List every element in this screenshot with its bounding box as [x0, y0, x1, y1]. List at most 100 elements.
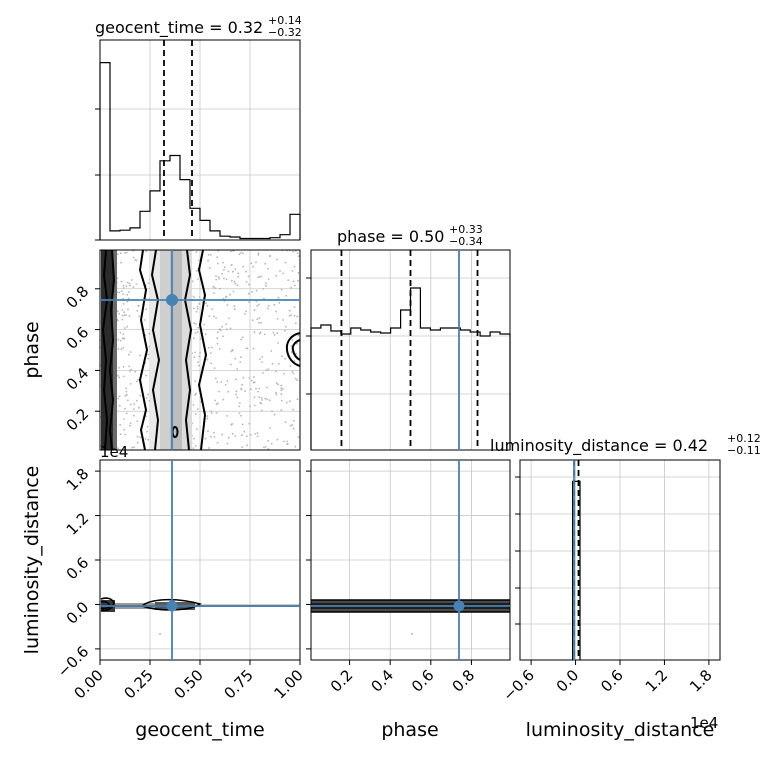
scatter-point	[195, 323, 197, 325]
scatter-point	[250, 379, 253, 382]
scatter-point	[225, 278, 228, 281]
scatter-point	[137, 406, 140, 409]
scatter-point	[267, 368, 270, 371]
scatter-point	[293, 420, 295, 422]
scatter-point	[194, 332, 197, 334]
scatter-point	[285, 401, 288, 404]
title-geocent-time: geocent_time = 0.32	[95, 18, 263, 38]
scatter-point	[237, 272, 240, 275]
scatter-point	[284, 357, 286, 360]
scatter-point	[128, 365, 131, 368]
scatter-point	[119, 423, 122, 426]
scatter-point	[217, 276, 220, 278]
scatter-point	[129, 383, 132, 385]
scatter-point	[197, 326, 200, 329]
truth-point	[166, 600, 178, 612]
scatter-point	[258, 321, 260, 324]
scatter-point	[120, 261, 122, 264]
scatter-point	[297, 279, 299, 282]
scatter-point	[127, 399, 129, 402]
x-tick-label: 0.6	[408, 666, 438, 696]
scatter-point	[258, 387, 261, 390]
y-tick-label: 0.6	[63, 554, 93, 584]
scatter-point	[280, 393, 283, 396]
scatter-point	[209, 352, 212, 354]
scatter-point	[294, 250, 297, 252]
scatter-point	[293, 306, 296, 308]
scatter-point	[218, 328, 221, 330]
scatter-point	[123, 311, 125, 313]
y-tick-label: 0.0	[63, 598, 93, 628]
x-tick-label: 0.75	[220, 666, 256, 702]
scatter-point	[125, 393, 128, 396]
x-ticks: 0.2 0.4 0.6 0.8	[327, 660, 478, 696]
scatter-point	[129, 422, 132, 424]
panel-lumdist-vs-phase: 0.2 0.4 0.6 0.8	[306, 459, 511, 696]
scatter-point	[288, 315, 291, 317]
scatter-point	[294, 322, 297, 325]
y-tick-label: 0.6	[63, 323, 93, 353]
offset-text-y-lumdist: 1e4	[100, 443, 128, 461]
scatter-point	[214, 287, 217, 290]
xlabel-phase: phase	[381, 719, 438, 741]
scatter-point	[216, 256, 219, 259]
ylabel-phase: phase	[21, 321, 43, 378]
scatter-point	[291, 424, 294, 426]
scatter-point	[206, 358, 209, 361]
scatter-point	[147, 353, 150, 356]
scatter-point	[230, 363, 232, 366]
scatter-point	[133, 446, 136, 448]
scatter-point	[282, 388, 284, 390]
scatter-point	[144, 438, 147, 440]
scatter-point	[258, 332, 261, 335]
scatter-point	[272, 331, 275, 334]
scatter-point	[117, 397, 120, 400]
scatter-point	[128, 282, 131, 285]
scatter-point	[276, 318, 279, 320]
scatter-point	[238, 253, 241, 256]
scatter-point	[120, 290, 123, 292]
scatter-point	[221, 272, 224, 275]
scatter-point	[240, 252, 242, 254]
scatter-point	[260, 322, 262, 324]
scatter-point	[127, 291, 130, 293]
scatter-point	[193, 322, 196, 324]
scatter-point	[411, 633, 413, 635]
scatter-point	[283, 440, 285, 443]
scatter-point	[194, 445, 197, 447]
scatter-point	[146, 430, 148, 433]
scatter-point	[131, 446, 134, 449]
panel-lumdist-hist: −0.6 0.0 0.6 1.2 1.8	[499, 459, 721, 705]
scatter-point	[136, 309, 139, 312]
scatter-point	[234, 357, 237, 360]
title-geocent-time-plus: +0.14	[268, 14, 302, 27]
title-luminosity-distance-plus: +0.12	[727, 432, 760, 445]
scatter-point	[289, 424, 292, 427]
scatter-point	[297, 436, 300, 438]
scatter-point	[139, 394, 142, 397]
scatter-point	[147, 282, 150, 285]
scatter-point	[246, 347, 249, 350]
scatter-point	[231, 349, 234, 352]
scatter-point	[280, 387, 283, 390]
scatter-point	[128, 314, 131, 317]
scatter-point	[290, 286, 292, 289]
scatter-point	[192, 337, 195, 340]
title-geocent-time-minus: −0.32	[268, 26, 302, 39]
scatter-point	[292, 372, 295, 375]
scatter-point	[268, 399, 271, 402]
scatter-point	[262, 287, 265, 290]
scatter-point	[218, 390, 221, 393]
scatter-point	[275, 310, 277, 313]
scatter-point	[226, 442, 229, 445]
x-tick-label: 1.8	[686, 666, 716, 696]
scatter-point	[284, 261, 287, 264]
scatter-point	[146, 425, 149, 428]
scatter-point	[211, 308, 214, 310]
scatter-point	[221, 325, 223, 328]
scatter-point	[253, 331, 256, 334]
y-tick-label: 1.2	[63, 509, 93, 539]
y-ticks	[306, 470, 311, 650]
truth-point	[453, 600, 465, 612]
scatter-point	[148, 332, 151, 335]
